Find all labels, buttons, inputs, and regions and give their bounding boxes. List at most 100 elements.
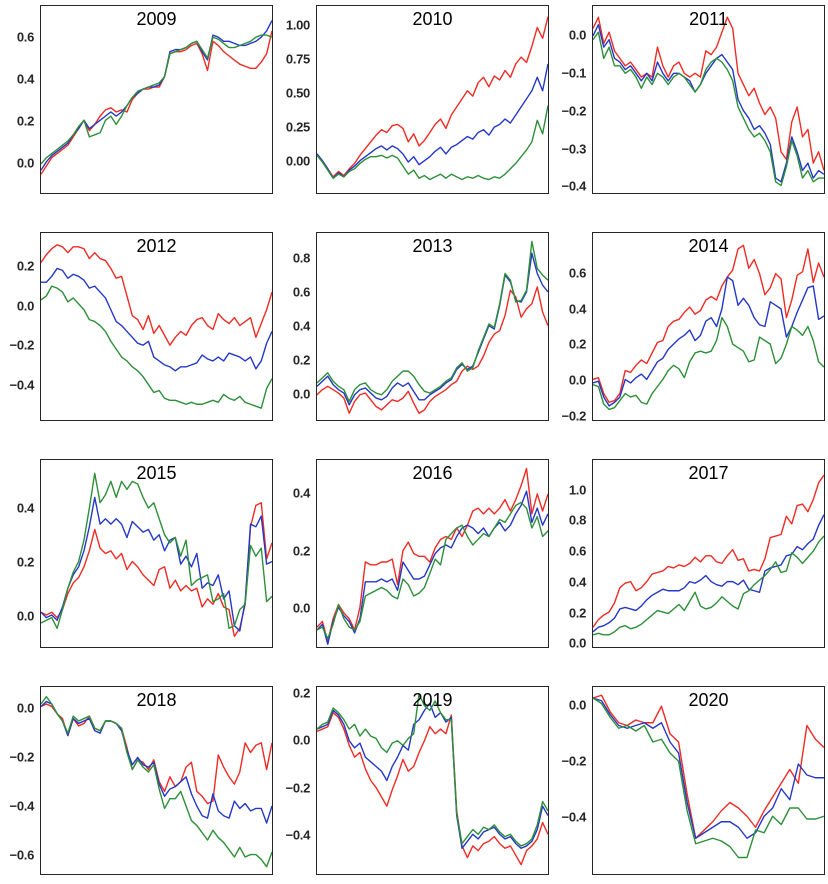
y-tick-label: 0.4 (568, 574, 586, 590)
y-axis-2020: −0.4 −0.2 0.0 (552, 686, 592, 875)
y-tick-label: 0.6 (568, 265, 586, 281)
subplot-2009: 0.0 0.2 0.4 0.6 2009 (0, 5, 276, 194)
line-chart-canvas (593, 687, 824, 874)
subplot-2013: 0.0 0.2 0.4 0.6 0.8 2013 (276, 232, 552, 421)
plot-area-2009: 2009 (40, 5, 273, 194)
y-tick-label: 0.6 (292, 284, 310, 300)
y-tick-label: 0.4 (16, 71, 34, 86)
y-tick-label: 0.0 (292, 386, 310, 402)
line-chart-canvas (317, 6, 548, 193)
y-tick-label: 0.0 (292, 732, 310, 748)
line-chart-canvas (41, 460, 272, 647)
line-chart-canvas (41, 233, 272, 420)
series-blue (41, 702, 272, 823)
y-tick-label: 0.0 (568, 635, 586, 651)
y-tick-label: 0.2 (292, 543, 310, 559)
line-chart-canvas (317, 687, 548, 874)
y-tick-label: 0.4 (16, 500, 34, 516)
series-blue (593, 698, 824, 838)
y-axis-2017: 0.0 0.2 0.4 0.6 0.8 1.0 (552, 459, 592, 651)
y-tick-label: 0.2 (16, 554, 34, 570)
y-tick-label: 0.00 (285, 153, 310, 169)
subplot-2011: −0.4 −0.3 −0.2 −0.1 0.0 2011 (552, 5, 828, 194)
series-red (593, 17, 824, 170)
y-tick-label: −0.4 (9, 377, 35, 393)
subplot-2017: 0.0 0.2 0.4 0.6 0.8 1.0 2017 (552, 459, 828, 651)
series-green (593, 536, 824, 635)
series-blue (317, 703, 548, 848)
series-blue (317, 491, 548, 644)
subplot-2010: 0.00 0.25 0.50 0.75 1.00 2010 (276, 5, 552, 194)
series-green (41, 35, 272, 164)
y-axis-2015: 0.0 0.2 0.4 (0, 459, 40, 648)
line-chart-canvas (593, 6, 824, 193)
series-red (593, 695, 824, 838)
y-axis-2011: −0.4 −0.3 −0.2 −0.1 0.0 (552, 5, 592, 194)
y-tick-label: 0.0 (16, 608, 34, 624)
y-tick-label: 1.00 (285, 17, 310, 33)
y-axis-2013: 0.0 0.2 0.4 0.6 0.8 (276, 232, 316, 421)
series-red (41, 503, 272, 637)
y-tick-label: 0.0 (568, 372, 586, 388)
y-tick-label: 0.2 (16, 258, 34, 274)
line-chart-canvas (41, 687, 272, 874)
y-tick-label: 0.6 (568, 543, 586, 559)
plot-area-2018: 2018 (40, 686, 273, 875)
y-tick-label: −0.2 (9, 749, 35, 765)
series-green (593, 318, 824, 410)
y-axis-2016: 0.0 0.2 0.4 (276, 459, 316, 648)
y-tick-label: −0.4 (561, 809, 587, 825)
series-red (317, 469, 548, 642)
subplot-2012: −0.4 −0.2 0.0 0.2 2012 (0, 232, 276, 421)
y-tick-label: 0.6 (16, 29, 34, 44)
plot-area-2011: 2011 (592, 5, 825, 194)
y-tick-label: −0.4 (285, 827, 311, 843)
line-chart-canvas (593, 460, 824, 647)
series-blue (593, 277, 824, 406)
subplot-2015: 0.0 0.2 0.4 2015 (0, 459, 276, 648)
y-tick-label: −0.2 (9, 337, 35, 353)
series-green (593, 32, 824, 185)
y-axis-2018: −0.6 −0.4 −0.2 0.0 (0, 686, 40, 875)
y-tick-label: −0.4 (561, 178, 587, 194)
line-chart-canvas (593, 233, 824, 420)
y-tick-label: −0.2 (561, 753, 587, 769)
subplot-2019: −0.4 −0.2 0.0 0.2 2019 (276, 686, 552, 875)
y-tick-label: −0.4 (9, 798, 35, 814)
plot-area-2012: 2012 (40, 232, 273, 421)
series-red (317, 17, 548, 177)
y-tick-label: 0.0 (568, 27, 586, 43)
y-axis-2019: −0.4 −0.2 0.0 0.2 (276, 686, 316, 875)
y-tick-label: 0.0 (568, 697, 586, 713)
plot-area-2015: 2015 (40, 459, 273, 648)
plot-area-2013: 2013 (316, 232, 549, 421)
series-green (41, 473, 272, 628)
series-green (317, 694, 548, 846)
series-green (41, 697, 272, 867)
series-green (317, 106, 548, 180)
series-blue (41, 21, 272, 171)
series-red (593, 475, 824, 627)
y-tick-label: 0.0 (16, 700, 34, 716)
y-tick-label: 0.75 (285, 51, 310, 67)
line-chart-canvas (317, 460, 548, 647)
series-red (593, 245, 824, 402)
line-chart-canvas (317, 233, 548, 420)
y-tick-label: 0.0 (16, 155, 34, 170)
series-blue (593, 515, 824, 632)
y-tick-label: 0.8 (292, 250, 310, 266)
y-tick-label: 0.0 (16, 298, 34, 314)
series-red (317, 287, 548, 413)
series-blue (41, 497, 272, 631)
y-tick-label: 0.25 (285, 119, 310, 135)
y-tick-label: −0.2 (561, 408, 587, 424)
subplot-2016: 0.0 0.2 0.4 2016 (276, 459, 552, 648)
line-chart-canvas (41, 6, 272, 193)
series-blue (317, 64, 548, 178)
subplot-2020: −0.4 −0.2 0.0 2020 (552, 686, 828, 875)
y-tick-label: 0.4 (292, 318, 310, 334)
y-axis-2012: −0.4 −0.2 0.0 0.2 (0, 232, 40, 421)
y-tick-label: −0.1 (561, 65, 587, 81)
y-tick-label: 1.0 (568, 482, 586, 498)
